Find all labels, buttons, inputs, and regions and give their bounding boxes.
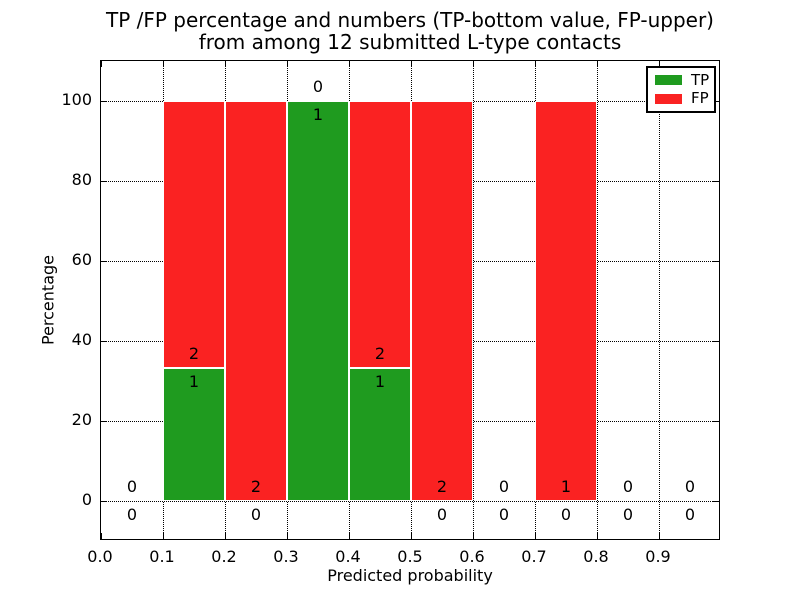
fp-count-label: 0 [622,477,634,496]
tp-count-label: 1 [374,371,386,391]
y-tick-mark [713,261,719,262]
x-tick-label: 0.0 [87,547,113,566]
legend-row: FP [655,91,714,106]
bar-fp-segment [411,101,473,501]
x-tick-mark [287,61,288,67]
bar-fp-segment [225,101,287,501]
tp-count-label: 1 [312,105,324,124]
x-tick-label: 0.5 [397,547,423,566]
x-tick-mark [597,61,598,67]
x-tick-label: 0.6 [459,547,485,566]
x-gridline [597,61,598,539]
bar-tp-segment [349,367,411,501]
x-tick-mark [411,533,412,539]
x-tick-label: 0.7 [521,547,547,566]
legend-swatch-fp [655,93,682,104]
y-tick-label: 100 [61,90,92,109]
x-axis-label: Predicted probability [327,566,493,585]
fp-count-label: 2 [188,343,200,363]
x-tick-mark [659,61,660,67]
legend-label-tp: TP [691,70,710,89]
y-tick-mark [713,421,719,422]
x-tick-label: 0.2 [211,547,237,566]
y-tick-mark [101,101,107,102]
tp-count-label: 0 [250,505,262,524]
chart-title: TP /FP percentage and numbers (TP-bottom… [100,9,720,53]
tp-count-label: 1 [188,371,200,391]
y-tick-mark [101,261,107,262]
x-tick-mark [473,533,474,539]
fp-count-label: 0 [498,477,510,496]
x-tick-mark [163,533,164,539]
y-tick-label: 80 [71,170,92,189]
x-tick-label: 0.9 [645,547,671,566]
legend-row: TP [655,70,714,89]
x-gridline [473,61,474,539]
x-tick-mark [287,533,288,539]
y-tick-mark [713,101,719,102]
x-tick-label: 0.8 [583,547,609,566]
x-gridline [659,61,660,539]
x-tick-label: 0.3 [273,547,299,566]
y-tick-label: 40 [71,330,92,349]
fp-count-label: 2 [250,477,262,496]
x-tick-mark [535,61,536,67]
legend-swatch-tp [655,75,682,86]
legend-label-fp: FP [691,89,709,108]
y-tick-label: 0 [81,490,92,509]
x-tick-mark [101,61,102,67]
tp-count-label: 0 [436,505,448,524]
y-tick-mark [101,341,107,342]
x-tick-mark [349,533,350,539]
fp-count-label: 2 [436,477,448,496]
y-tick-mark [101,181,107,182]
x-tick-mark [225,61,226,67]
x-tick-mark [535,533,536,539]
y-tick-mark [713,501,719,502]
y-tick-mark [713,341,719,342]
tp-count-label: 0 [560,505,572,524]
bar-tp-segment [163,367,225,501]
y-gridline [101,501,719,502]
plot-area: 0 0 2 1 2 0 0 1 2 1 2 0 0 0 1 0 0 0 0 0 [100,60,720,540]
x-tick-mark [163,61,164,67]
bar-fp-segment [535,101,597,501]
chart-title-line2: from among 12 submitted L-type contacts [198,30,622,54]
fp-count-label: 2 [374,343,386,363]
chart-title-line1: TP /FP percentage and numbers (TP-bottom… [106,8,714,32]
x-tick-mark [473,61,474,67]
bar-tp-segment [287,101,349,501]
x-tick-label: 0.4 [335,547,361,566]
y-tick-mark [713,181,719,182]
tp-count-label: 0 [126,505,138,524]
x-tick-mark [349,61,350,67]
fp-count-label: 1 [560,477,572,496]
tp-count-label: 0 [622,505,634,524]
fp-count-label: 0 [126,477,138,496]
y-tick-label: 20 [71,410,92,429]
x-tick-mark [411,61,412,67]
x-tick-label: 0.1 [149,547,175,566]
bar-fp-segment [349,101,411,368]
bar-fp-segment [163,101,225,368]
y-tick-mark [101,421,107,422]
tp-count-label: 0 [684,505,696,524]
fp-count-label: 0 [684,477,696,496]
x-tick-mark [597,533,598,539]
x-tick-mark [101,533,102,539]
x-tick-mark [225,533,226,539]
legend: TP FP [646,66,716,113]
y-tick-mark [101,501,107,502]
y-tick-label: 60 [71,250,92,269]
x-tick-mark [659,533,660,539]
tp-count-label: 0 [498,505,510,524]
fp-count-label: 0 [312,77,324,96]
